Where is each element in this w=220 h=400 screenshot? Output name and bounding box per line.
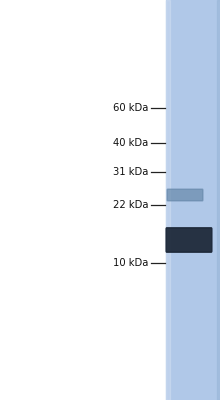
FancyBboxPatch shape <box>166 228 212 252</box>
Text: 31 kDa: 31 kDa <box>113 167 148 177</box>
Bar <box>166 0 170 400</box>
Bar <box>217 0 220 400</box>
Text: 60 kDa: 60 kDa <box>113 103 148 113</box>
Text: 22 kDa: 22 kDa <box>113 200 148 210</box>
Text: 10 kDa: 10 kDa <box>113 258 148 268</box>
Bar <box>166 0 220 400</box>
FancyBboxPatch shape <box>167 189 203 201</box>
Text: 40 kDa: 40 kDa <box>113 138 148 148</box>
